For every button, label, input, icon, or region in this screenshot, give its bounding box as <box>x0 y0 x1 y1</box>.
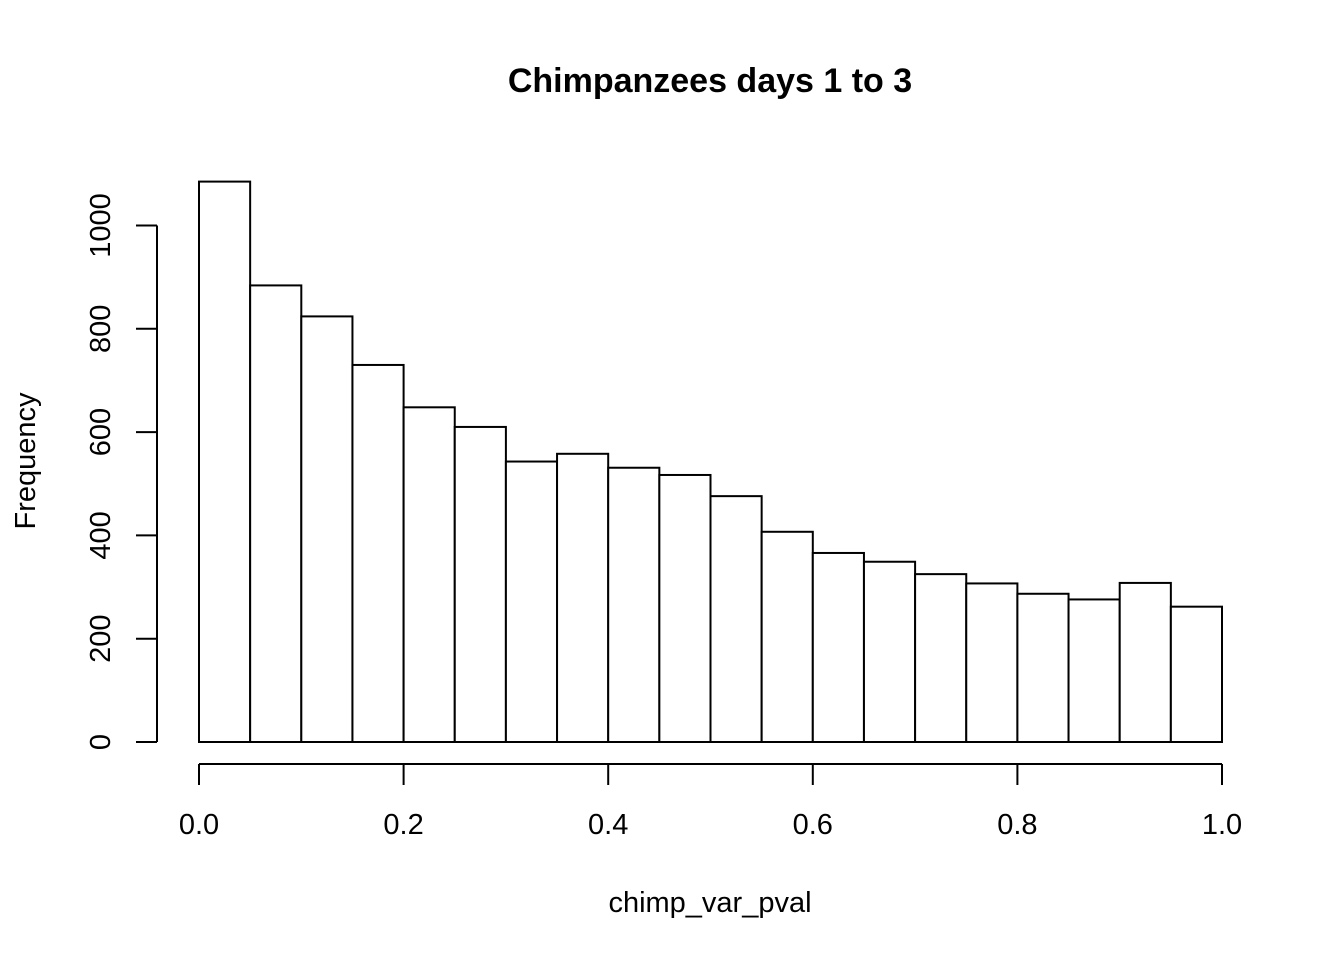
histogram-bar <box>607 466 661 743</box>
histogram-bar <box>862 560 917 744</box>
histogram-bar <box>1016 592 1070 744</box>
histogram-bar <box>760 530 814 743</box>
y-axis-label: Frequency <box>10 392 42 530</box>
histogram-bar <box>300 315 354 743</box>
y-tick-label: 600 <box>85 408 117 456</box>
histogram-bar <box>198 180 252 744</box>
chart-title: Chimpanzees days 1 to 3 <box>508 62 912 100</box>
histogram-bar <box>965 582 1019 744</box>
histogram-bar <box>1067 598 1121 743</box>
y-axis: 0 200 400 600 800 1000 <box>85 193 158 750</box>
y-tick-label: 0 <box>85 734 117 750</box>
y-tick-label: 1000 <box>85 193 117 258</box>
x-tick-label: 1.0 <box>1202 809 1242 841</box>
y-tick-label: 800 <box>85 305 117 353</box>
x-axis: 0.0 0.2 0.4 0.6 0.8 1.0 <box>179 763 1242 841</box>
histogram-bar <box>453 425 507 743</box>
histogram-bar <box>914 573 968 744</box>
histogram-bar <box>658 473 712 743</box>
x-axis-label: chimp_var_pval <box>608 887 811 919</box>
histogram-bar <box>709 495 763 743</box>
histogram-bar <box>504 460 559 743</box>
x-tick-label: 0.2 <box>383 809 423 841</box>
bars-group <box>198 180 1223 744</box>
x-tick-label: 0.4 <box>588 809 628 841</box>
histogram-bar <box>402 406 456 743</box>
histogram-bar <box>1118 581 1172 744</box>
histogram-bar <box>1169 605 1223 743</box>
y-tick-label: 400 <box>85 511 117 559</box>
histogram-bar <box>811 551 865 743</box>
x-tick-label: 0.0 <box>179 809 219 841</box>
histogram-bar <box>556 452 610 743</box>
x-tick-label: 0.8 <box>997 809 1037 841</box>
histogram-bar <box>249 284 303 743</box>
histogram-bar <box>351 363 405 743</box>
x-tick-label: 0.6 <box>793 809 833 841</box>
y-tick-label: 200 <box>85 615 117 663</box>
